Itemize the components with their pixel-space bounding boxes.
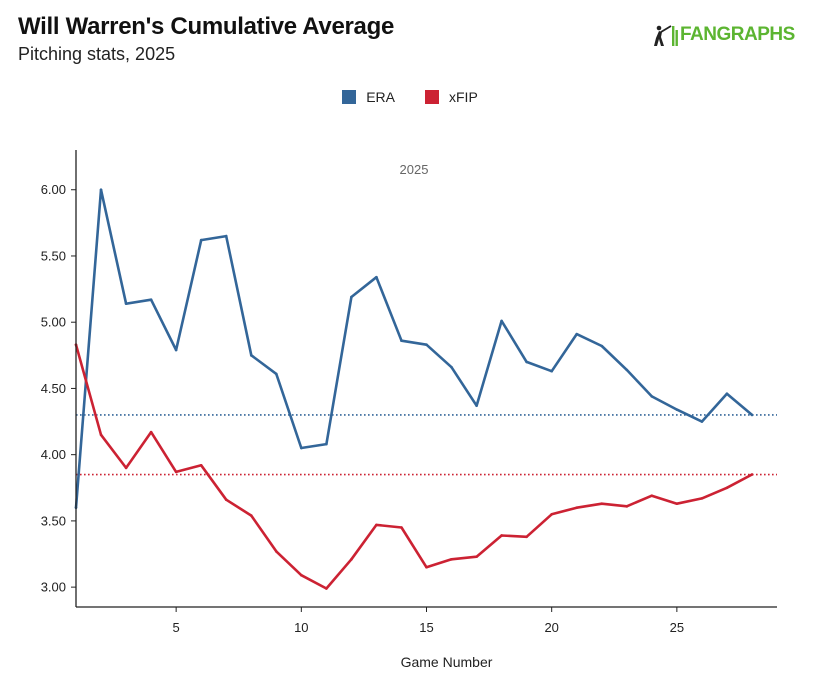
era-data-point xyxy=(550,369,553,373)
era-data-point xyxy=(325,442,328,446)
x-tick-label: 5 xyxy=(173,620,180,635)
era-data-point xyxy=(575,332,579,336)
xfip-data-point xyxy=(700,497,704,500)
era-data-point xyxy=(425,343,428,347)
era-data-point xyxy=(99,188,103,192)
era-data-point xyxy=(400,339,403,343)
era-data-point xyxy=(525,360,528,364)
era-data-point xyxy=(224,234,228,238)
xfip-data-point xyxy=(450,558,453,561)
era-data-point xyxy=(450,365,453,369)
xfip-data-point xyxy=(625,505,629,508)
era-data-point xyxy=(750,413,754,417)
fangraphs-logo: FANGRAPHS xyxy=(650,24,805,48)
legend-swatch-era xyxy=(342,90,357,104)
era-data-point xyxy=(650,395,654,398)
legend-label-era: ERA xyxy=(366,89,395,105)
xfip-data-point xyxy=(375,523,378,527)
era-data-point xyxy=(124,302,128,305)
y-tick-label: 4.50 xyxy=(41,381,66,396)
y-tick-label: 5.50 xyxy=(41,248,66,263)
xfip-data-point xyxy=(600,502,604,505)
xfip-data-point xyxy=(149,430,153,434)
xfip-data-point xyxy=(550,512,553,516)
xfip-data-point xyxy=(725,486,729,490)
x-ticks: 5 10 15 20 25 xyxy=(173,607,684,635)
era-data-point xyxy=(625,368,629,372)
legend-swatch-xfip xyxy=(425,90,439,104)
logo-wordmark: FANGRAPHS xyxy=(680,24,795,45)
era-data-point xyxy=(675,408,679,411)
era-data-point xyxy=(300,446,303,450)
xfip-data-point xyxy=(249,514,253,517)
batter-silhouette-icon xyxy=(654,25,678,46)
xfip-data-point xyxy=(425,565,428,569)
era-data-point xyxy=(500,319,503,323)
era-data-point xyxy=(249,354,253,357)
era-series-line xyxy=(74,188,754,510)
season-annotation: 2025 xyxy=(400,162,429,177)
xfip-data-point xyxy=(525,535,528,539)
xfip-data-point xyxy=(475,555,478,558)
x-tick-label: 20 xyxy=(544,620,558,635)
x-axis-label: Game Number xyxy=(400,654,493,670)
xfip-data-point xyxy=(224,498,228,502)
y-tick-label: 5.00 xyxy=(41,315,66,330)
y-tick-label: 3.00 xyxy=(41,580,66,595)
era-data-point xyxy=(725,392,729,396)
y-tick-label: 6.00 xyxy=(41,182,66,197)
reference-lines xyxy=(76,414,777,476)
x-tick-label: 15 xyxy=(419,620,433,635)
x-tick-label: 25 xyxy=(670,620,684,635)
legend-item-xfip[interactable]: xFIP xyxy=(425,89,478,105)
xfip-data-point xyxy=(500,534,503,537)
xfip-data-point xyxy=(575,506,579,509)
legend-label-xfip: xFIP xyxy=(449,89,478,105)
xfip-data-point xyxy=(350,558,353,561)
x-tick-label: 10 xyxy=(294,620,308,635)
xfip-series-line xyxy=(74,343,754,590)
xfip-data-point xyxy=(675,502,679,505)
series-lines xyxy=(74,188,754,590)
xfip-data-point xyxy=(199,463,203,467)
xfip-data-point xyxy=(300,573,303,577)
xfip-data-point xyxy=(400,526,403,529)
y-ticks: 3.00 3.50 4.00 4.50 5.00 5.50 6.00 xyxy=(41,182,76,595)
xfip-data-point xyxy=(124,466,128,470)
y-tick-label: 3.50 xyxy=(41,513,66,528)
xfip-data-point xyxy=(325,587,328,590)
chart-subtitle: Pitching stats, 2025 xyxy=(18,44,176,64)
era-data-point xyxy=(174,348,178,352)
era-data-point xyxy=(350,295,353,299)
xfip-data-point xyxy=(99,433,103,437)
xfip-data-point xyxy=(274,550,278,553)
era-data-point xyxy=(475,404,478,407)
xfip-data-point xyxy=(174,470,178,474)
y-tick-label: 4.00 xyxy=(41,447,66,462)
legend: ERA xFIP xyxy=(0,89,820,105)
era-data-point xyxy=(199,238,203,242)
xfip-data-point xyxy=(750,473,754,476)
era-data-point xyxy=(700,420,704,423)
era-data-point xyxy=(600,344,604,348)
era-data-point xyxy=(274,372,278,376)
chart-title: Will Warren's Cumulative Average xyxy=(18,13,395,40)
era-data-point xyxy=(375,275,378,279)
xfip-data-point xyxy=(650,494,654,498)
legend-item-era[interactable]: ERA xyxy=(342,89,395,105)
era-data-point xyxy=(149,298,153,301)
